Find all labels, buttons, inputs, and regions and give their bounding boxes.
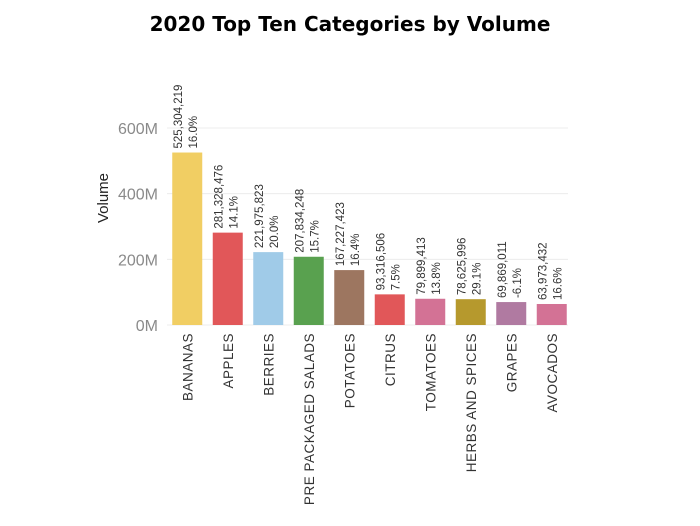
data-labels: 525,304,219 16.0% 281,328,476 14.1% 221,975,… (173, 85, 565, 300)
change-label: 13.8% (431, 262, 443, 295)
change-label: 29.1% (472, 263, 484, 296)
bar-tomatoes (415, 298, 446, 325)
bar-bananas (172, 152, 203, 325)
y-tick-label: 0M (136, 318, 158, 335)
category-label: POTATOES (342, 333, 357, 408)
bar-potatoes (334, 270, 365, 325)
value-label: 221,975,823 (254, 184, 266, 248)
value-label: 93,316,506 (376, 233, 388, 291)
change-label: 16.6% (553, 267, 565, 300)
category-label: HERBS AND SPICES (464, 333, 479, 472)
change-label: 16.0% (188, 116, 200, 149)
bar-herbs-and-spices (455, 299, 486, 325)
y-axis-ticks: 0M 200M 400M 600M (118, 121, 158, 335)
category-label: AVOCADOS (545, 333, 560, 413)
value-label: 525,304,219 (173, 85, 185, 149)
change-label: 20.0% (269, 216, 281, 249)
y-tick-label: 400M (118, 187, 158, 204)
value-label: 79,899,413 (416, 237, 428, 295)
change-label: 16.4% (350, 233, 362, 266)
change-label: 15.7% (310, 220, 322, 253)
bar-pre-packaged-salads (293, 256, 324, 325)
change-label: 14.1% (229, 196, 241, 229)
category-label: BANANAS (180, 333, 195, 401)
category-label: APPLES (221, 333, 236, 389)
y-tick-label: 200M (118, 252, 158, 269)
value-label: 63,973,432 (538, 242, 550, 300)
category-label: PRE PACKAGED SALADS (302, 333, 317, 505)
value-label: 167,227,423 (335, 202, 347, 266)
x-axis-categories: BANANAS APPLES BERRIES PRE PACKAGED SALADS P… (180, 333, 560, 505)
change-label: 7.5% (391, 264, 403, 290)
value-label: 78,625,996 (457, 238, 469, 296)
bars (172, 152, 567, 325)
bar-citrus (374, 294, 405, 325)
category-label: BERRIES (261, 333, 276, 396)
change-label: -6.1% (512, 268, 524, 298)
category-label: GRAPES (504, 333, 519, 392)
bar-berries (253, 252, 284, 325)
value-label: 69,869,011 (497, 241, 509, 298)
category-label: CITRUS (383, 333, 398, 386)
chart-title: 2020 Top Ten Categories by Volume (149, 12, 551, 36)
y-tick-label: 600M (118, 121, 158, 138)
bar-apples (212, 232, 243, 325)
bar-grapes (496, 302, 527, 325)
y-axis-title: Volume (95, 173, 112, 223)
bar-avocados (536, 303, 567, 325)
value-label: 207,834,248 (295, 189, 307, 253)
value-label: 281,328,476 (214, 165, 226, 229)
category-label: TOMATOES (423, 333, 438, 411)
